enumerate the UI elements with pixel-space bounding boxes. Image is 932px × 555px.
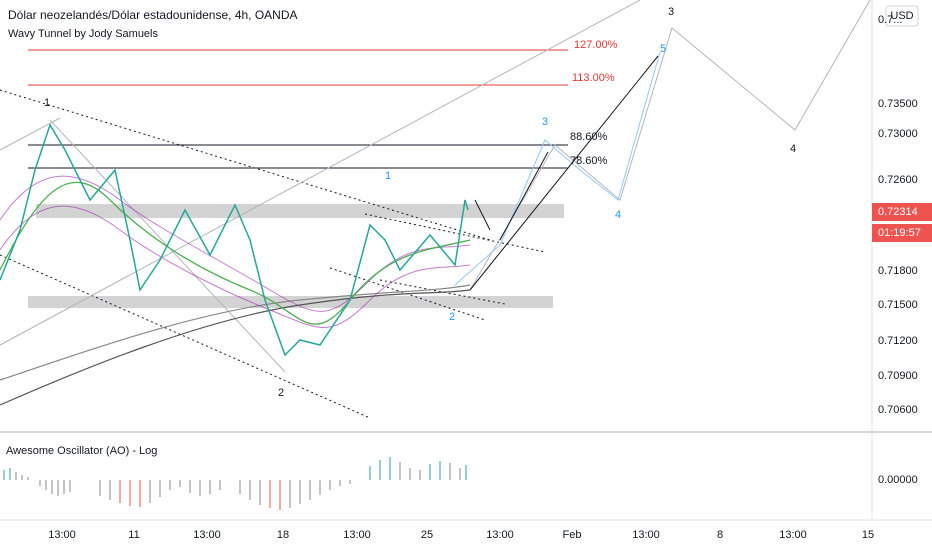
price-label: 0.72600 xyxy=(878,174,918,186)
currency-button[interactable] xyxy=(885,5,919,27)
price-line xyxy=(0,123,469,357)
time-label: 25 xyxy=(421,529,433,541)
wave-label: 3 xyxy=(542,116,548,128)
time-label: 15 xyxy=(862,529,874,541)
fib-label: 78.60% xyxy=(570,155,608,167)
price-label: 0.70600 xyxy=(878,404,918,416)
wavy-tunnel xyxy=(0,175,471,312)
wave-label: 4 xyxy=(790,143,796,155)
time-label: 11 xyxy=(128,529,139,541)
fib-label: 127.00% xyxy=(574,39,618,51)
symbol-title: Dólar neozelandés/Dólar estadounidense, … xyxy=(8,8,298,22)
ao-positive xyxy=(3,457,467,480)
indicator-title: Wavy Tunnel by Jody Samuels xyxy=(8,28,158,40)
time-label: Feb xyxy=(563,529,582,541)
wave-label: 1 xyxy=(385,170,391,182)
fib-label: 113.00% xyxy=(572,72,615,84)
fib-label: 88.60% xyxy=(570,131,608,143)
wavy-tunnel xyxy=(0,205,471,328)
time-label: 13:00 xyxy=(632,529,660,541)
blue-wave-projection xyxy=(454,51,661,286)
oscillator-title: Awesome Oscillator (AO) - Log xyxy=(6,445,157,457)
gann-line xyxy=(0,117,61,151)
time-label: 8 xyxy=(717,529,723,541)
price-label: 0.71500 xyxy=(878,299,918,311)
wave-label: 2 xyxy=(449,311,455,323)
oscillator-axis-label: 0.00000 xyxy=(878,474,918,486)
time-label: 18 xyxy=(277,529,289,541)
ao-negative xyxy=(119,480,281,510)
wave-projection xyxy=(469,0,871,291)
price-label: 0.71800 xyxy=(878,265,918,277)
countdown: 01:19:57 xyxy=(878,227,921,239)
currency-label[interactable]: USD xyxy=(890,10,913,22)
wave-label: 3 xyxy=(668,6,674,18)
price-label: 0.7... xyxy=(878,14,902,26)
time-labels: 13:00 11 13:00 18 13:00 25 13:00 Feb 13:00 8 13:00… xyxy=(48,529,874,541)
wave-label: 4 xyxy=(615,209,621,221)
time-label: 13:00 xyxy=(48,529,76,541)
time-label: 13:00 xyxy=(343,529,371,541)
arrow xyxy=(469,55,659,291)
price-label: 0.73500 xyxy=(878,98,918,110)
ao-histogram xyxy=(3,457,467,510)
trend-line xyxy=(379,279,506,305)
price-label: 0.70900 xyxy=(878,370,918,382)
gann-line xyxy=(0,0,641,346)
trend-line xyxy=(0,254,371,419)
time-label: 13:00 xyxy=(193,529,221,541)
trend-line xyxy=(0,89,491,241)
moving-average xyxy=(0,284,471,381)
price-label: 0.71200 xyxy=(878,335,918,347)
last-price: 0.72314 xyxy=(878,206,918,218)
time-label: 13:00 xyxy=(779,529,807,541)
price-labels: 0.73500 0.73000 0.72600 0.71800 0.71500 0.712… xyxy=(878,98,918,416)
countdown-badge xyxy=(872,224,932,242)
wave-label: 2 xyxy=(278,387,284,399)
wave-label: 5 xyxy=(660,43,666,55)
time-label: 13:00 xyxy=(486,529,514,541)
resistance-zone xyxy=(36,204,564,218)
price-label: 0.73000 xyxy=(878,128,918,140)
fast-ma xyxy=(0,181,471,325)
wave-label: 1 xyxy=(44,97,50,109)
last-price-badge xyxy=(872,203,932,221)
arrow xyxy=(499,151,549,241)
arrow xyxy=(474,199,491,231)
trend-line xyxy=(364,213,546,253)
